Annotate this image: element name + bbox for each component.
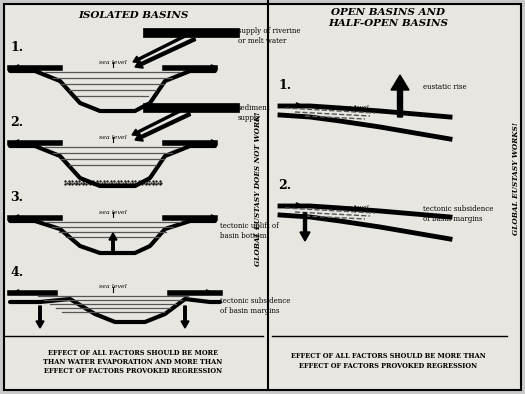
Text: 2.: 2. [10,116,23,129]
Text: sea level: sea level [99,134,127,139]
Text: supply of riverine
or melt water: supply of riverine or melt water [238,28,300,45]
FancyArrow shape [135,113,191,141]
FancyArrow shape [133,35,185,62]
Text: ISOLATED BASINS: ISOLATED BASINS [78,11,188,19]
FancyArrow shape [135,38,196,68]
Text: tectonic subsidence
of basin margins: tectonic subsidence of basin margins [220,297,290,314]
FancyBboxPatch shape [4,4,521,390]
Text: 1.: 1. [278,79,291,92]
Text: eustatic rise: eustatic rise [423,83,467,91]
Text: tectonic subsidence
of basin margins: tectonic subsidence of basin margins [423,205,494,223]
FancyArrow shape [300,213,310,241]
Text: sea level: sea level [341,204,369,210]
Text: GLOBAL EUSTASY DOES NOT WORK!: GLOBAL EUSTASY DOES NOT WORK! [254,112,262,266]
FancyArrow shape [391,75,409,117]
Text: OPEN BASINS AND
HALF-OPEN BASINS: OPEN BASINS AND HALF-OPEN BASINS [328,8,448,28]
FancyArrow shape [181,306,189,328]
Text: sea level: sea level [99,210,127,214]
Text: 3.: 3. [10,191,23,204]
Text: sea level: sea level [99,284,127,290]
FancyArrow shape [109,233,117,251]
Text: sea level: sea level [341,104,369,110]
Text: sediment
supply: sediment supply [238,104,270,122]
Text: EFFECT OF ALL FACTORS SHOULD BE MORE
THAN WATER EVAPORATION AND MORE THAN
EFFECT: EFFECT OF ALL FACTORS SHOULD BE MORE THA… [44,349,223,375]
Text: GLOBAL EUSTASY WORKS!: GLOBAL EUSTASY WORKS! [512,123,520,236]
Text: 4.: 4. [10,266,23,279]
FancyArrow shape [36,306,44,328]
Text: tectonic uplift of
basin bottom: tectonic uplift of basin bottom [220,222,279,240]
FancyArrow shape [132,110,181,136]
Text: 1.: 1. [10,41,23,54]
Text: sea level: sea level [99,59,127,65]
Text: 2.: 2. [278,179,291,192]
Text: EFFECT OF ALL FACTORS SHOULD BE MORE THAN
EFFECT OF FACTORS PROVOKED REGRESSION: EFFECT OF ALL FACTORS SHOULD BE MORE THA… [291,352,486,370]
